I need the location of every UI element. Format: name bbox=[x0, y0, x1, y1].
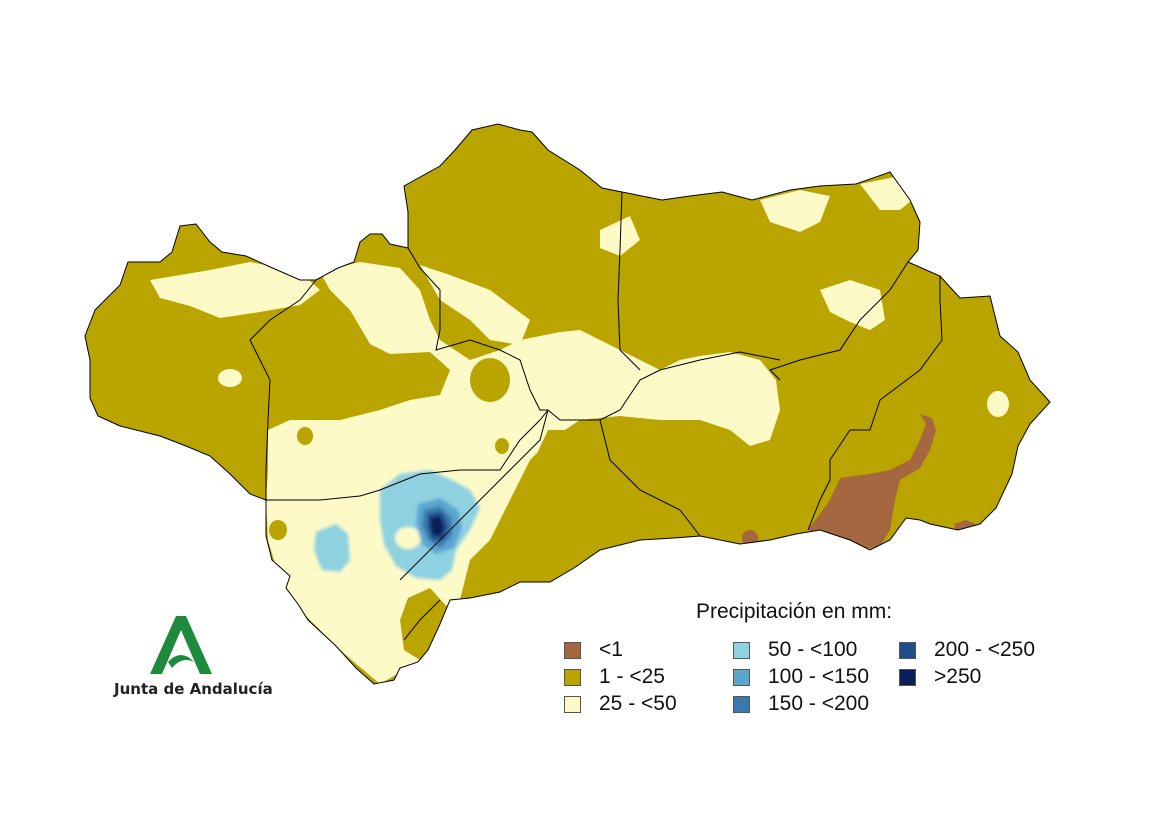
legend-item-1-25: 1 - <25 bbox=[564, 665, 665, 689]
legend-swatch bbox=[564, 695, 581, 713]
class-25-50-areas bbox=[150, 176, 1009, 684]
legend-swatch bbox=[733, 695, 750, 713]
legend-item-100-150: 100 - <150 bbox=[733, 665, 869, 689]
legend-label: 100 - <150 bbox=[768, 665, 870, 688]
legend-item-200-250: 200 - <250 bbox=[899, 638, 1035, 662]
legend-swatch bbox=[564, 641, 581, 659]
legend-swatch bbox=[899, 668, 916, 686]
logo-text: Junta de Andalucía bbox=[114, 680, 273, 698]
legend-label: 1 - <25 bbox=[599, 665, 665, 688]
class-lt1-area bbox=[808, 414, 936, 550]
legend-swatch bbox=[733, 641, 750, 659]
logo-arch-icon bbox=[168, 655, 194, 668]
logo-mark-icon bbox=[150, 616, 212, 674]
legend-swatch bbox=[899, 641, 916, 659]
legend-swatch bbox=[733, 668, 750, 686]
legend-label: 25 - <50 bbox=[599, 692, 677, 715]
legend-item-lt1: <1 bbox=[564, 638, 623, 662]
legend-label: >250 bbox=[934, 665, 982, 688]
legend-item-150-200: 150 - <200 bbox=[733, 692, 869, 716]
legend-item-50-100: 50 - <100 bbox=[733, 638, 857, 662]
legend-title: Precipitación en mm: bbox=[696, 600, 893, 623]
legend-label: 50 - <100 bbox=[768, 638, 858, 661]
legend-item-25-50: 25 - <50 bbox=[564, 692, 677, 716]
legend-label: <1 bbox=[599, 638, 623, 661]
legend-label: 200 - <250 bbox=[934, 638, 1036, 661]
legend-swatch bbox=[564, 668, 581, 686]
class-1-25-patches bbox=[269, 358, 650, 660]
province-borders bbox=[84, 123, 1051, 685]
class-50-plus-core bbox=[314, 470, 480, 580]
junta-andalucia-logo bbox=[150, 616, 212, 674]
legend-label: 150 - <200 bbox=[768, 692, 870, 715]
legend-item-gt250: >250 bbox=[899, 665, 981, 689]
